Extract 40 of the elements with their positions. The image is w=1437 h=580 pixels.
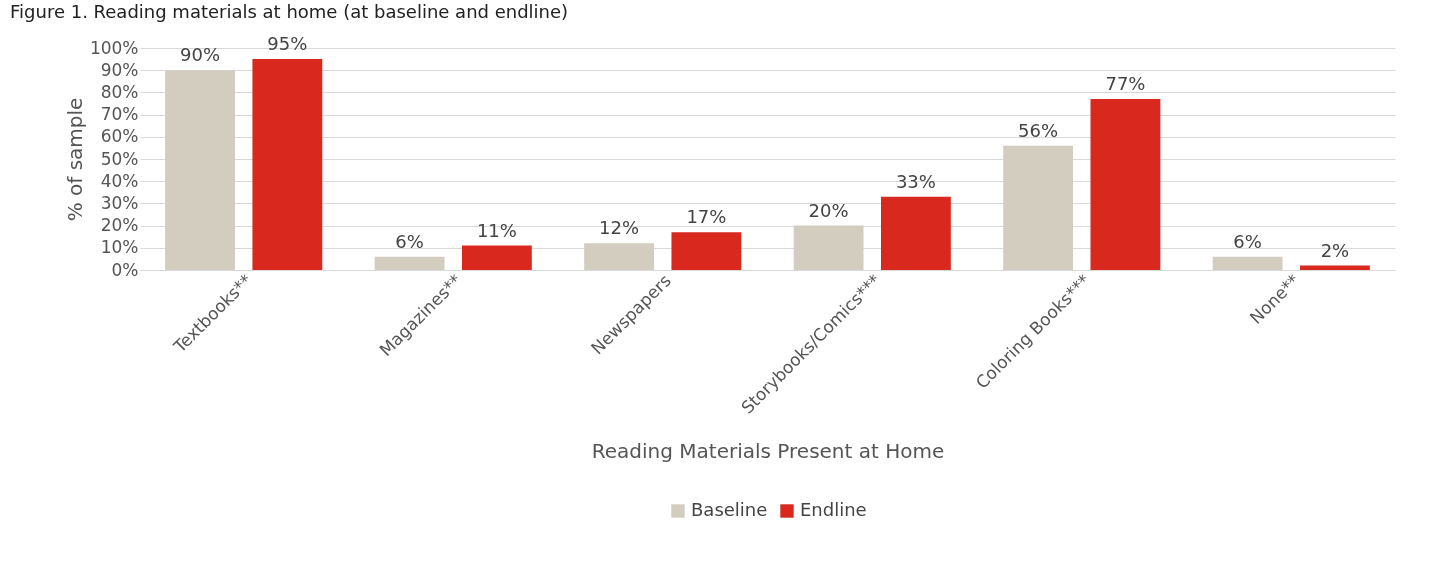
bar (374, 256, 445, 270)
x-axis-title: Reading Materials Present at Home (591, 438, 945, 463)
bar (1003, 145, 1074, 270)
y-tick-label: 100% (89, 37, 139, 58)
bar (793, 225, 864, 270)
y-tick-label: 20% (100, 215, 139, 236)
y-tick-label: 30% (100, 192, 139, 213)
y-tick-label: 40% (100, 170, 139, 191)
data-label: 56% (1018, 119, 1059, 141)
data-label: 77% (1105, 73, 1146, 95)
y-axis-title: % of sample (62, 97, 87, 222)
bar (1090, 99, 1161, 270)
data-label: 17% (686, 206, 727, 228)
data-label: 12% (599, 217, 640, 239)
bar (1300, 265, 1370, 270)
legend-label: Endline (800, 499, 867, 520)
legend-label: Baseline (691, 499, 768, 520)
chart-title: Figure 1. Reading materials at home (at baseline and endline) (10, 1, 569, 23)
y-tick-label: 70% (100, 104, 139, 125)
y-tick-label: 80% (100, 81, 139, 102)
bar (671, 232, 742, 270)
bar (461, 245, 532, 270)
bar (1212, 256, 1283, 270)
data-label: 6% (395, 230, 424, 252)
data-label: 20% (808, 199, 849, 221)
y-tick-label: 60% (100, 126, 139, 147)
bar (165, 70, 235, 270)
bar (584, 243, 655, 270)
data-label: 33% (895, 170, 936, 192)
y-tick-label: 90% (100, 59, 139, 80)
data-label: 6% (1233, 230, 1262, 252)
data-label: 2% (1320, 239, 1350, 261)
y-tick-label: 0% (111, 259, 139, 280)
data-label: 11% (476, 219, 517, 241)
data-label: 95% (267, 33, 308, 55)
bar (880, 196, 951, 270)
data-label: 90% (180, 44, 221, 66)
y-tick-label: 50% (100, 148, 139, 169)
y-tick-label: 10% (100, 237, 139, 258)
bar (252, 59, 323, 270)
